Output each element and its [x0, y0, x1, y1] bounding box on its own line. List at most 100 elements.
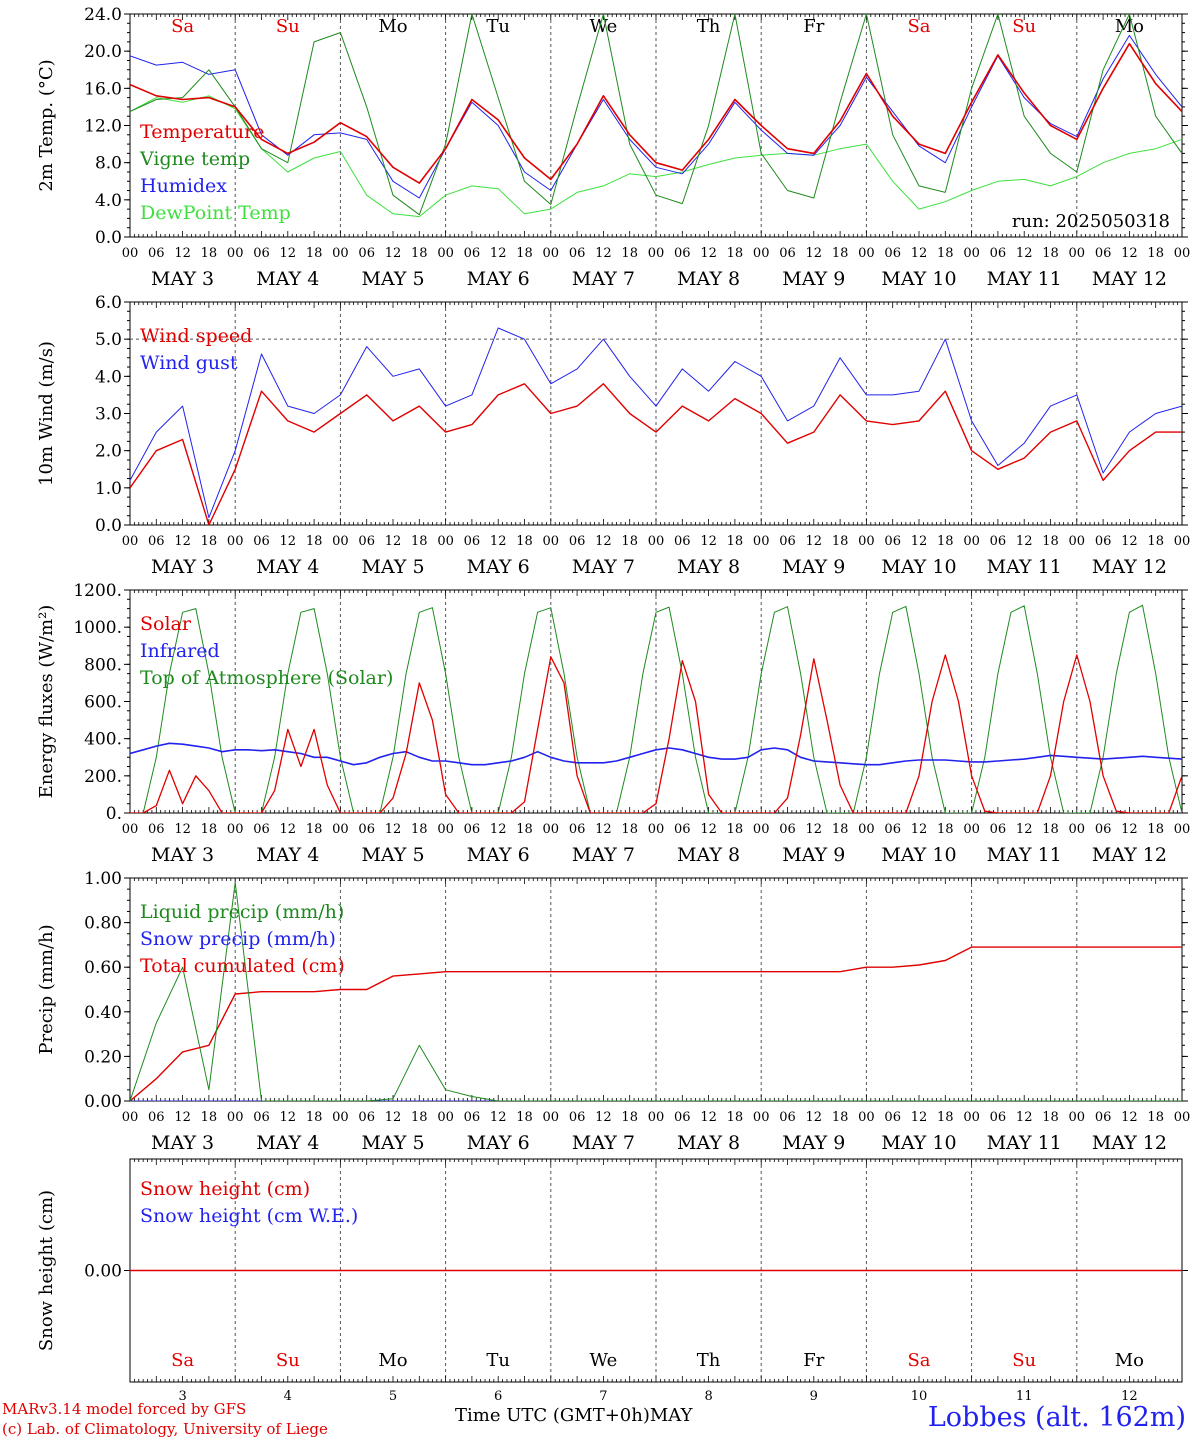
y-axis-label: 2m Temp. (°C) — [36, 59, 57, 191]
x-hour-label: 06 — [569, 1110, 586, 1125]
series-total-cumulated-cm- — [130, 946, 1182, 1101]
series-solar — [130, 654, 1182, 813]
x-day-label: MAY 7 — [572, 556, 635, 578]
x-day-label: MAY 6 — [467, 268, 530, 290]
x-hour-label: 18 — [411, 822, 428, 837]
x-hour-label: 12 — [1016, 822, 1033, 837]
x-hour-label: 00 — [227, 1110, 244, 1125]
x-day-label: MAY 8 — [677, 556, 740, 578]
legend-entry: Snow height (cm) — [140, 1178, 310, 1200]
legend-entry: Top of Atmosphere (Solar) — [140, 667, 393, 689]
y-axis-label: Snow height (cm) — [36, 1190, 57, 1351]
y-tick-label: 0.00 — [84, 1262, 122, 1282]
x-hour-label: 06 — [569, 534, 586, 549]
x-hour-label: 12 — [806, 534, 823, 549]
y-tick-label: 200. — [84, 767, 122, 787]
series-vigne-temp — [130, 14, 1182, 216]
x-hour-label: 00 — [122, 822, 139, 837]
x-hour-label: 18 — [621, 1110, 638, 1125]
x-hour-label: 00 — [858, 534, 875, 549]
y-tick-label: 3.0 — [95, 405, 122, 425]
x-day-label: MAY 12 — [1092, 1132, 1167, 1154]
weekday-label: Su — [1012, 16, 1036, 37]
weekday-label: We — [590, 1350, 618, 1371]
y-tick-label: 16.0 — [84, 79, 122, 99]
x-day-label: MAY 4 — [256, 268, 319, 290]
x-hour-label: 06 — [779, 1110, 796, 1125]
x-hour-label: 12 — [1121, 1110, 1138, 1125]
x-day-label: MAY 12 — [1092, 556, 1167, 578]
x-day-label: MAY 3 — [151, 844, 214, 866]
y-tick-label: 0.40 — [84, 1003, 122, 1023]
y-tick-label: 0.00 — [84, 1092, 122, 1112]
x-hour-label: 18 — [937, 822, 954, 837]
y-tick-label: 6.0 — [95, 293, 122, 313]
x-hour-label: 00 — [753, 246, 770, 261]
x-hour-label: 18 — [1147, 822, 1164, 837]
y-tick-label: 5.0 — [95, 330, 122, 350]
y-tick-label: 12.0 — [84, 117, 122, 137]
y-tick-label: 4.0 — [95, 367, 122, 387]
x-hour-label: 18 — [516, 534, 533, 549]
x-hour-label: 18 — [201, 534, 218, 549]
x-day-label: MAY 10 — [881, 1132, 956, 1154]
x-hour-label: 06 — [1095, 534, 1112, 549]
x-hour-label: 06 — [358, 246, 375, 261]
x-hour-label: 06 — [884, 534, 901, 549]
x-hour-label: 18 — [516, 246, 533, 261]
x-hour-label: 18 — [937, 1110, 954, 1125]
weekday-label: Fr — [803, 16, 824, 37]
weekday-label: Mo — [378, 16, 407, 37]
x-day-label: MAY 3 — [151, 268, 214, 290]
x-hour-label: 12 — [385, 246, 402, 261]
series-wind-speed — [130, 383, 1182, 525]
series-humidex — [130, 34, 1182, 199]
x-hour-label: 06 — [148, 534, 165, 549]
legend-entry: Liquid precip (mm/h) — [140, 901, 344, 923]
y-tick-label: 0.0 — [95, 516, 122, 536]
plot-frame — [129, 589, 1183, 814]
x-hour-label: 18 — [832, 1110, 849, 1125]
x-hour-label: 18 — [937, 534, 954, 549]
x-hour-label: 12 — [595, 822, 612, 837]
x-hour-label: 18 — [411, 246, 428, 261]
x-hour-label: 06 — [990, 1110, 1007, 1125]
x-hour-label: 00 — [227, 534, 244, 549]
day-number-label: 10 — [911, 1389, 928, 1404]
y-tick-label: 1.00 — [84, 869, 122, 889]
x-hour-label: 12 — [1016, 246, 1033, 261]
x-hour-label: 18 — [621, 822, 638, 837]
time-axis-title: Time UTC (GMT+0h)MAY — [455, 1405, 692, 1426]
x-hour-label: 00 — [122, 534, 139, 549]
day-number-label: 12 — [1121, 1389, 1138, 1404]
weekday-label: Fr — [803, 1350, 824, 1371]
x-hour-label: 12 — [595, 534, 612, 549]
x-hour-label: 18 — [306, 822, 323, 837]
x-day-label: MAY 12 — [1092, 844, 1167, 866]
x-day-label: MAY 4 — [256, 556, 319, 578]
x-hour-label: 18 — [201, 1110, 218, 1125]
y-tick-label: 24.0 — [84, 5, 122, 25]
x-hour-label: 00 — [437, 246, 454, 261]
weekday-label: Su — [276, 16, 300, 37]
x-hour-label: 18 — [727, 534, 744, 549]
day-number-label: 8 — [704, 1389, 712, 1404]
month-label: MAY — [649, 1405, 693, 1426]
weekday-label: Mo — [378, 1350, 407, 1371]
x-hour-label: 18 — [621, 246, 638, 261]
x-hour-label: 06 — [253, 246, 270, 261]
y-tick-label: 1200. — [73, 581, 122, 601]
series-dewpoint-temp — [130, 95, 1182, 218]
x-hour-label: 18 — [1147, 1110, 1164, 1125]
x-hour-label: 06 — [464, 1110, 481, 1125]
series-temperature — [130, 42, 1182, 184]
x-day-label: MAY 3 — [151, 1132, 214, 1154]
x-hour-label: 00 — [332, 246, 349, 261]
y-axis-label: Precip (mm/h) — [36, 924, 57, 1054]
x-hour-label: 12 — [806, 822, 823, 837]
x-day-label: MAY 7 — [572, 268, 635, 290]
x-hour-label: 12 — [1016, 534, 1033, 549]
x-day-label: MAY 8 — [677, 1132, 740, 1154]
x-hour-label: 18 — [306, 1110, 323, 1125]
x-day-label: MAY 5 — [361, 844, 424, 866]
